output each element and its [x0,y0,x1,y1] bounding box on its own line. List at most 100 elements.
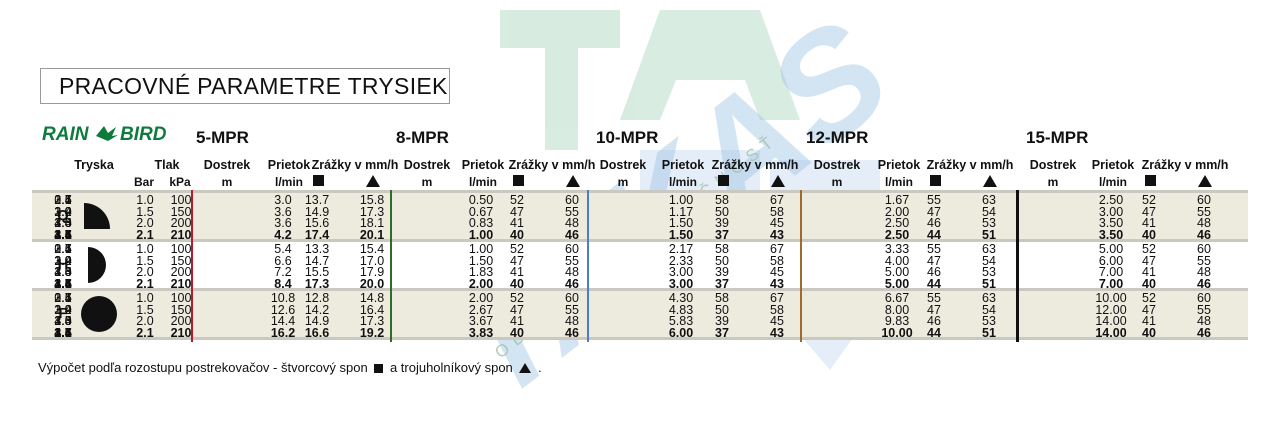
bird-icon [96,126,118,141]
cell-radius-5-mpr: 0.6 [54,193,72,207]
cell-flow-5-mpr: 7.2 [274,265,292,279]
cell-radius-5-mpr: 1,5 [54,325,72,340]
cell-pressure-kpa: 150 [170,302,192,317]
cell-pressure-kpa: 150 [170,253,192,268]
cell-precip-square-10-mpr: 39 [715,216,729,230]
cell-flow-8-mpr: 1.00 [468,227,494,242]
cell-pressure-bar: 2,1 [136,325,154,340]
cell-precip-triangle-8-mpr: 55 [565,204,579,219]
cell-flow-12-mpr: 9.83 [884,314,910,328]
square-icon-8 [512,175,524,186]
cell-flow-15-mpr: 2.50 [1098,193,1124,207]
header-nozzle: Tryska [74,158,114,172]
cell-precip-triangle-5-mpr: 15.4 [359,242,385,256]
header-unit-flow-8: l/min [468,175,497,189]
cell-precip-triangle-15-mpr: 55 [1197,302,1211,317]
header-unit-radius-15: m [1047,175,1059,189]
cell-precip-triangle-10-mpr: 45 [770,216,784,230]
nozzle-code-q: Q [57,207,69,224]
group-title-12mpr: 12-MPR [806,128,869,147]
cell-radius-8-mpr: 2.3 [54,265,72,279]
cell-precip-triangle-5-mpr: 17.3 [359,204,385,219]
cell-radius-15-mpr: 3.9 [54,302,72,317]
group-title-5mpr: 5-MPR [196,128,249,147]
cell-radius-10-mpr: 3.0 [54,314,72,328]
cell-radius-12-mpr: 2.7 [54,193,72,207]
data-line: 1.5 150 1.0 6.6 14.7 17.0 1.9 1.50 47 55 2.4 2.33 50… [32,253,1248,268]
data-line: 2,1 210 1,5 16,2 16,6 19,2 2,4 3,83 40 46 3,1 6,00 3… [32,325,1248,340]
cell-pressure-kpa: 210 [170,276,192,291]
cell-radius-15-mpr: 4.5 [54,265,72,279]
cell-flow-5-mpr: 10.8 [270,291,296,305]
cell-precip-triangle-15-mpr: 48 [1197,265,1211,279]
cell-precip-square-10-mpr: 50 [715,204,729,219]
cell-precip-triangle-12-mpr: 51 [982,227,996,242]
cell-flow-10-mpr: 1.17 [668,204,694,219]
cell-precip-square-10-mpr: 39 [715,314,729,328]
cell-precip-triangle-10-mpr: 58 [770,302,784,317]
cell-precip-square-8-mpr: 47 [510,204,524,219]
cell-precip-triangle-10-mpr: 67 [770,242,784,256]
cell-radius-10-mpr: 3.0 [54,265,72,279]
cell-precip-square-5-mpr: 17.3 [304,276,330,291]
cell-radius-5-mpr: 1.4 [54,314,72,328]
cell-flow-8-mpr: 0.83 [468,216,494,230]
cell-radius-8-mpr: 1.9 [54,302,72,317]
cell-flow-15-mpr: 5.00 [1098,242,1124,256]
cell-precip-square-12-mpr: 47 [927,204,941,219]
cell-pressure-bar: 1.5 [136,302,154,317]
cell-precip-triangle-10-mpr: 67 [770,291,784,305]
cell-precip-triangle-8-mpr: 55 [565,302,579,317]
cell-precip-square-12-mpr: 46 [927,265,941,279]
cell-precip-triangle-12-mpr: 51 [982,276,996,291]
cell-pressure-kpa: 200 [170,216,192,230]
table-row[interactable]: H 1.0 100 0.6 5.4 13.3 15.4 1.5 1.00 52 60 2.1 2.17 5… [32,242,1248,291]
header-radius-12: Dostrek [813,158,861,172]
cell-precip-square-15-mpr: 47 [1142,253,1156,268]
triangle-icon-10 [771,175,785,187]
cell-precip-square-8-mpr: 52 [510,291,524,305]
cell-precip-triangle-10-mpr: 58 [770,204,784,219]
header-flow-12: Prietok [877,158,921,172]
table-row[interactable]: Q 1.0 100 0.6 3.0 13.7 15.8 1.5 0.50 52 60 2.1 1.00 5… [32,193,1248,242]
cell-precip-square-8-mpr: 47 [510,302,524,317]
table-row[interactable]: F 1.0 100 0.6 10.8 12.8 14.8 1.5 2.00 52 60 2.1 4.30… [32,291,1248,340]
data-line: 1.0 100 0.6 3.0 13.7 15.8 1.5 0.50 52 60 2.1 1.00 58… [32,193,1248,207]
cell-precip-square-5-mpr: 15.5 [304,265,330,279]
cell-radius-8-mpr: 2.4 [54,276,72,291]
cell-radius-10-mpr: 2.1 [54,193,72,207]
cell-flow-8-mpr: 2.00 [468,291,494,305]
cell-flow-8-mpr: 0.67 [468,204,494,219]
page-title: PRACOVNÉ PARAMETRE TRYSIEK [59,72,448,99]
data-line: 2.1 210 1.5 8.4 17.3 20.0 2.4 2.00 40 46 3.1 3.00 37… [32,276,1248,291]
cell-precip-triangle-5-mpr: 16.4 [359,302,385,317]
square-icon-10 [717,175,729,186]
cell-precip-square-15-mpr: 40 [1142,227,1156,242]
cell-radius-12-mpr: 3.2 [54,253,72,268]
cell-precip-square-5-mpr: 16,6 [304,325,330,340]
cell-precip-triangle-15-mpr: 46 [1197,227,1211,242]
quarter-circle-icon [80,199,114,238]
cell-flow-15-mpr: 7.00 [1098,265,1124,279]
cell-precip-square-5-mpr: 14.9 [304,204,330,219]
nozzle-code-f: F [58,305,68,322]
brand-word-bird: BIRD [120,124,167,145]
cell-radius-10-mpr: 2.4 [54,302,72,317]
cell-precip-square-10-mpr: 39 [715,265,729,279]
cell-flow-15-mpr: 3.50 [1098,227,1124,242]
full-circle-icon [80,295,118,338]
cell-precip-square-12-mpr: 55 [927,291,941,305]
cell-flow-10-mpr: 1.50 [668,227,694,242]
cell-flow-12-mpr: 3.33 [884,242,910,256]
cell-radius-10-mpr: 3.0 [54,216,72,230]
cell-flow-5-mpr: 6.6 [274,253,292,268]
header-unit-radius-12: m [831,175,843,189]
cell-precip-square-12-mpr: 44 [927,276,941,291]
square-icon-5 [312,175,324,186]
cell-pressure-kpa: 150 [170,204,192,219]
divider-10-mpr [587,190,589,342]
cell-radius-15-mpr: 4.5 [54,314,72,328]
header-unit-kpa: kPa [169,175,191,189]
cell-radius-10-mpr: 2.4 [54,204,72,219]
cell-flow-8-mpr: 3.67 [468,314,494,328]
